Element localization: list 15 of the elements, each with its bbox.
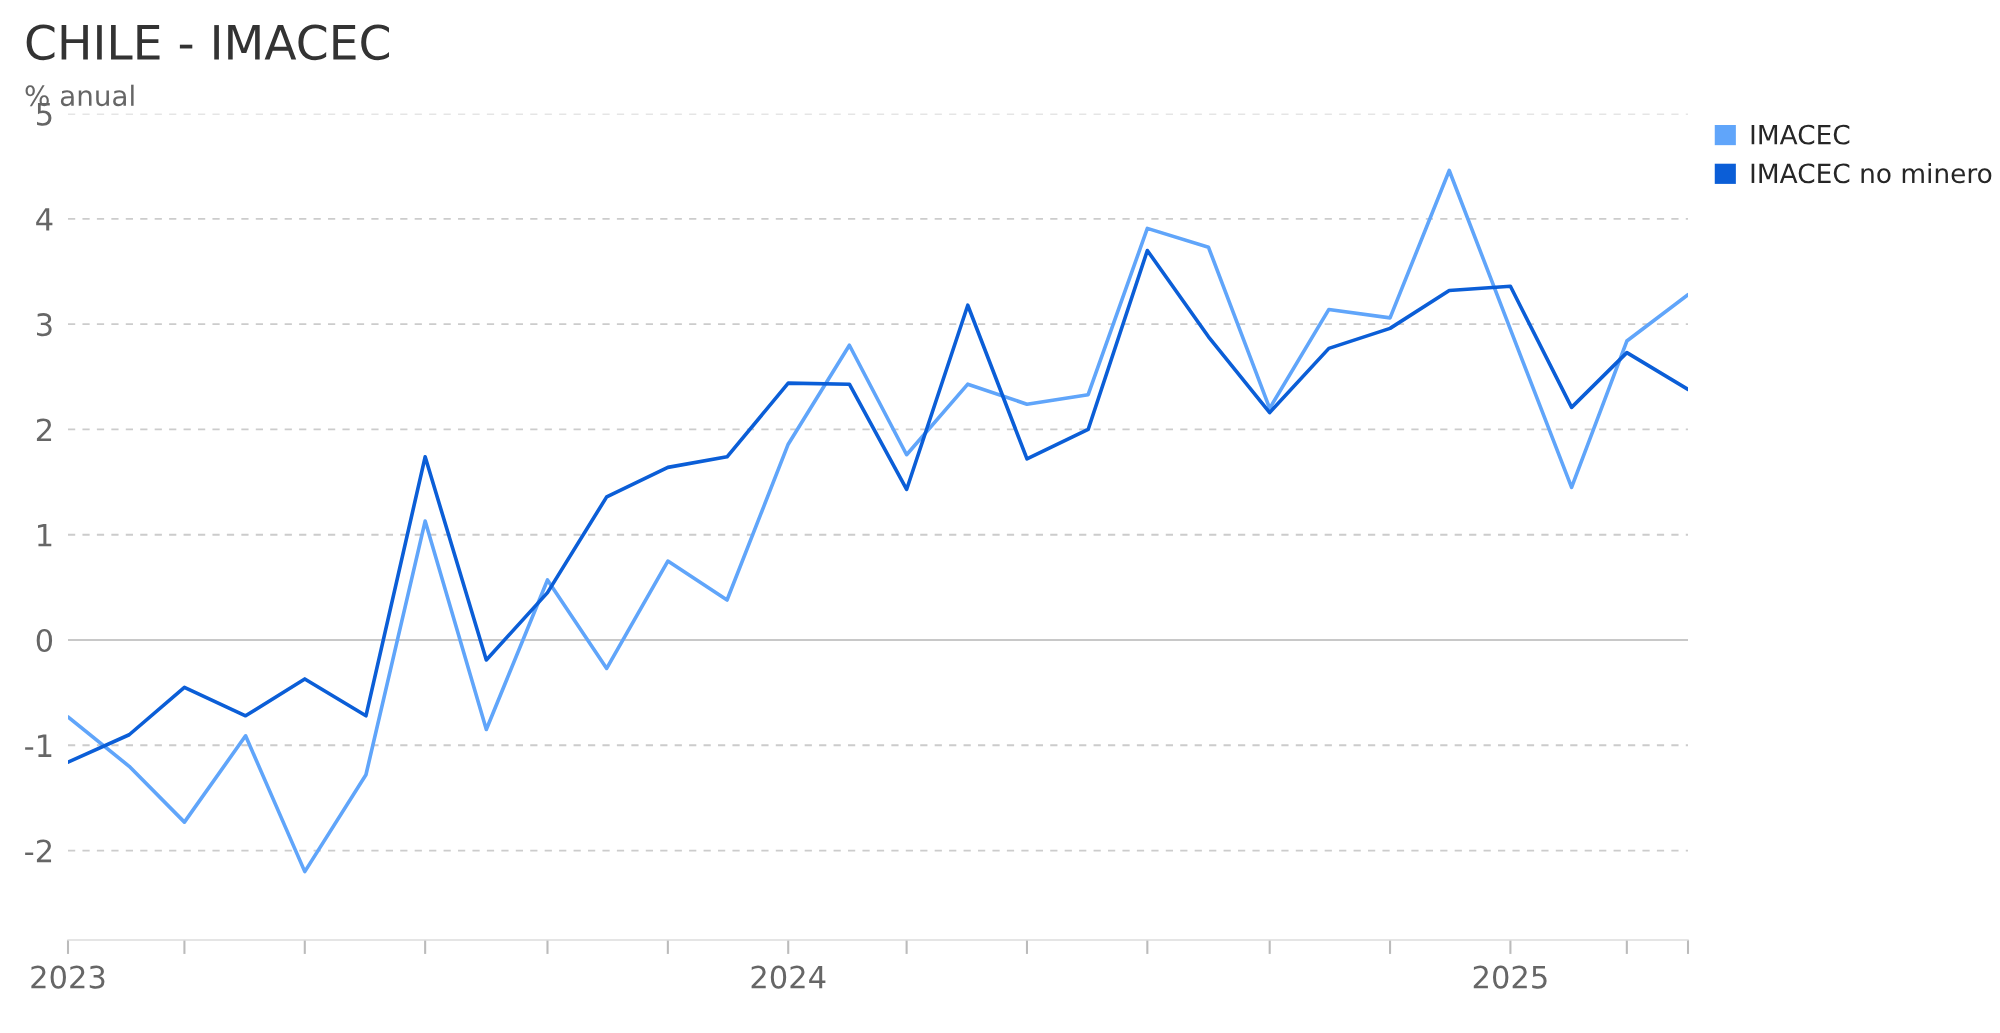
- y-tick-label: 4: [36, 208, 53, 231]
- line-series: [68, 168, 1688, 874]
- x-tick-label: 2025: [1473, 965, 1547, 989]
- x-tick-label: 2024: [751, 965, 826, 989]
- y-tick-label: 0: [36, 628, 53, 653]
- y-tick-label: -2: [25, 839, 52, 863]
- chart-title: CHILE - IMACEC: [26, 24, 389, 61]
- legend-label: IMACEC no minero: [1751, 162, 1992, 184]
- x-tick-label: 2023: [31, 965, 105, 989]
- legend-label: IMACEC: [1751, 124, 1850, 145]
- y-tick-label: 3: [37, 313, 52, 337]
- y-tick-label: 2: [36, 418, 52, 442]
- y-tick-label: -1: [25, 734, 52, 757]
- y-tick-label: 1: [38, 524, 52, 547]
- line-series: [68, 248, 1688, 764]
